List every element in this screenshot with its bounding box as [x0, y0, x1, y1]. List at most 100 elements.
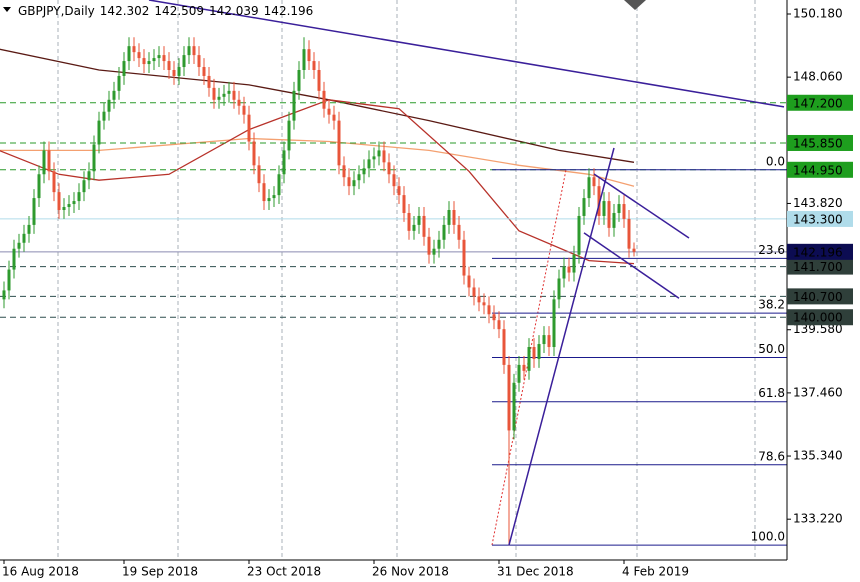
candle-body: [157, 55, 161, 59]
candle-body: [257, 165, 261, 184]
candle-body: [457, 224, 461, 240]
y-tick-label: 143.820: [793, 196, 843, 210]
candle-body: [602, 201, 606, 216]
candle-body: [522, 364, 526, 371]
x-tick-label: 4 Feb 2019: [622, 565, 689, 579]
candle-body: [22, 233, 26, 243]
low-value: 142.039: [209, 4, 259, 18]
plot: 0.0 23.6 38.2 50.0 61.8 78.6 100.0: [0, 0, 787, 546]
candle-body: [142, 58, 146, 65]
menu-arrow[interactable]: [3, 7, 11, 12]
candle-body: [407, 212, 411, 231]
candle-body: [607, 201, 611, 228]
candle-body: [202, 67, 206, 76]
candle-body: [352, 180, 356, 187]
candle-body: [187, 46, 191, 56]
candle-body: [2, 290, 6, 300]
price-box-label: 142.196: [793, 245, 843, 259]
candle-body: [312, 61, 316, 70]
candle-body: [37, 174, 41, 199]
candle-body: [357, 174, 361, 181]
trendline: [593, 173, 690, 239]
candle-body: [137, 52, 141, 59]
candle-body: [332, 114, 336, 121]
candle-body: [42, 150, 46, 175]
fib-label: 78.6: [758, 449, 785, 463]
fib-label: 38.2: [758, 298, 785, 312]
candle-body: [32, 198, 36, 225]
candle-body: [417, 215, 421, 225]
price-box-label: 141.700: [793, 260, 843, 274]
fib-label: 0.0: [766, 154, 785, 168]
fib-label: 23.6: [758, 243, 785, 257]
candle-body: [467, 275, 471, 288]
candle-body: [117, 75, 121, 91]
candle-body: [337, 120, 341, 166]
candle-body: [302, 49, 306, 70]
candle-body: [237, 99, 241, 106]
candle-body: [477, 296, 481, 303]
candle-body: [12, 248, 16, 270]
price-box: [787, 288, 853, 305]
price-box: [787, 161, 853, 178]
candle-body: [432, 248, 436, 255]
open-value: 142.302: [100, 4, 150, 18]
x-tick-label: 31 Dec 2018: [497, 565, 574, 579]
candle-body: [402, 195, 406, 213]
candle-body: [377, 150, 381, 157]
candle-body: [227, 90, 231, 94]
chart-header: GBPJPY,Daily 142.302 142.509 142.039 142.196: [18, 4, 313, 18]
candle-body: [272, 195, 276, 199]
candle-body: [242, 105, 246, 115]
y-tick-label: 148.060: [793, 70, 843, 84]
x-tick-label: 23 Oct 2018: [247, 565, 321, 579]
high-value: 142.509: [154, 4, 204, 18]
candle-body: [512, 382, 516, 431]
candle-body: [422, 215, 426, 237]
candle-body: [577, 215, 581, 255]
candle-body: [552, 299, 556, 348]
candle-body: [82, 180, 86, 193]
candle-body: [87, 171, 91, 181]
candle-body: [587, 177, 591, 199]
candle-body: [102, 111, 106, 121]
candle-body: [107, 99, 111, 112]
candle-body: [27, 224, 31, 234]
x-tick-label: 26 Nov 2018: [372, 565, 449, 579]
candle-body: [212, 87, 216, 100]
candle-body: [47, 150, 51, 172]
candle-body: [392, 174, 396, 187]
candle-body: [507, 364, 511, 431]
candle-body: [17, 242, 21, 249]
price-box: [787, 243, 853, 260]
candle-body: [297, 70, 301, 91]
candle-body: [632, 248, 636, 252]
candle-body: [367, 159, 371, 169]
price-box: [787, 94, 853, 111]
candle-body: [97, 120, 101, 145]
axes: 150.180148.060145.940143.820141.700139.5…: [2, 7, 853, 579]
trade-panel-toggle[interactable]: [624, 0, 646, 10]
candle-body: [92, 144, 96, 172]
candle-body: [292, 90, 296, 121]
close-value: 142.196: [264, 4, 314, 18]
candle-body: [362, 168, 366, 175]
candle-body: [572, 254, 576, 273]
price-box-label: 140.000: [793, 311, 843, 325]
candle-body: [382, 150, 386, 163]
candle-body: [592, 177, 596, 187]
fib-label: 61.8: [758, 386, 785, 400]
candle-body: [612, 212, 616, 228]
candle-body: [247, 114, 251, 142]
candle-body: [72, 201, 76, 205]
candle-body: [547, 335, 551, 348]
candle-body: [182, 55, 186, 68]
candle-body: [132, 46, 136, 53]
y-tick-label: 150.180: [793, 7, 843, 21]
candle-body: [397, 186, 401, 196]
candle-body: [232, 90, 236, 100]
candle-body: [62, 207, 66, 210]
candle-body: [597, 186, 601, 216]
candle-body: [127, 46, 131, 62]
